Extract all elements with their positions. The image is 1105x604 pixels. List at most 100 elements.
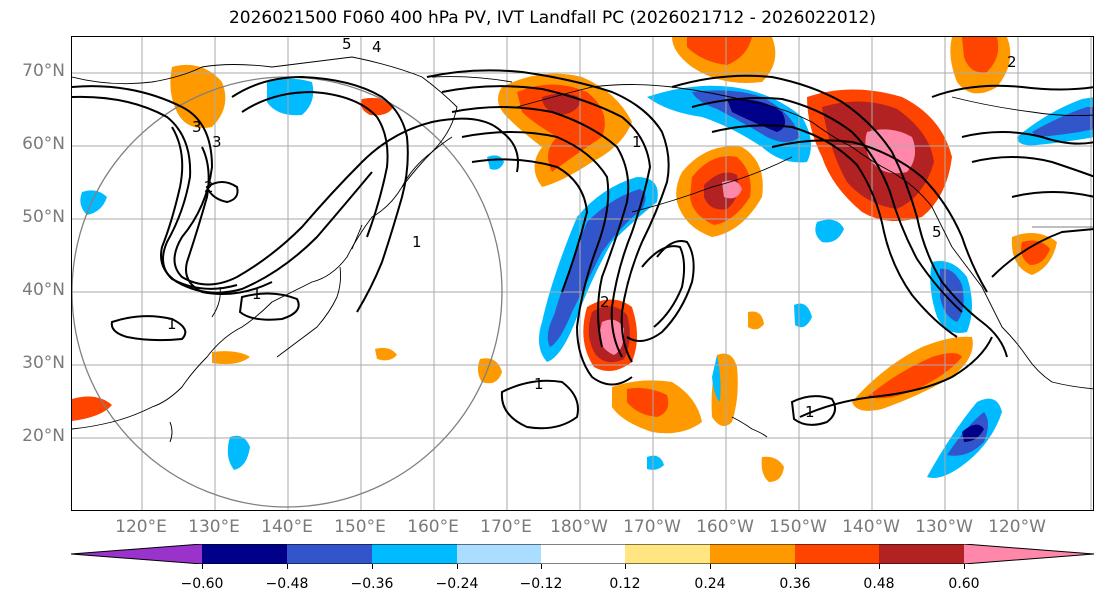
- pv-anomaly-fills: [72, 37, 1093, 482]
- colorbar-bin: [879, 544, 964, 564]
- pv-fill: [815, 219, 844, 243]
- contour-line: [461, 131, 633, 386]
- contour-line: [441, 85, 652, 358]
- pv-fill: [647, 455, 664, 470]
- lon-label-140e: 140°E: [261, 517, 313, 537]
- map-panel[interactable]: 1 1 1 1 1 1 2 2 2 3 3 4 5 5: [71, 36, 1094, 511]
- pv-fill: [547, 189, 646, 347]
- pv-fill: [962, 37, 999, 73]
- colorbar-tick-label: −0.12: [519, 576, 563, 592]
- pv-fill: [542, 93, 582, 115]
- colorbar-bin: [710, 544, 795, 564]
- contour-line: [160, 126, 373, 294]
- lat-label-50n: 50°N: [22, 207, 65, 227]
- contour-label: 3: [192, 118, 202, 136]
- contour-label: 5: [932, 223, 942, 241]
- lon-label-130e: 130°E: [188, 517, 240, 537]
- coastline-hawaii: [731, 416, 768, 438]
- coastline-top: [431, 76, 1093, 117]
- contour-line: [991, 228, 1093, 278]
- pv-contours: [72, 69, 1093, 430]
- contour-label: 1: [534, 375, 544, 393]
- colorbar-bin: [202, 544, 287, 564]
- pv-fill: [1032, 107, 1093, 137]
- contour-label: 2: [600, 293, 610, 311]
- colorbar-tick-label: −0.48: [265, 576, 309, 592]
- contour-line: [238, 292, 300, 321]
- lon-label-160e: 160°E: [407, 517, 459, 537]
- map-canvas: 1 1 1 1 1 1 2 2 2 3 3 4 5 5: [72, 37, 1093, 510]
- contour-line: [205, 181, 239, 204]
- colorbar-extend-low: [71, 544, 202, 564]
- coastline-japan: [276, 224, 363, 358]
- contour-line: [771, 139, 988, 293]
- pv-fill: [712, 355, 721, 402]
- lon-label-180w: 180°W: [550, 517, 608, 537]
- contour-label: 5: [342, 37, 352, 53]
- contour-line: [500, 379, 579, 430]
- coastline-north-america: [951, 246, 1093, 390]
- colorbar-tick-label: −0.60: [180, 576, 224, 592]
- contour-line: [790, 395, 837, 426]
- colorbar-tick-label: 0.12: [609, 576, 641, 592]
- colorbar-tick-label: 0.60: [948, 576, 980, 592]
- colorbar-bin: [287, 544, 372, 564]
- pv-fill: [80, 190, 107, 215]
- colorbar-tick-label: −0.36: [350, 576, 394, 592]
- colorbar-tickmark: [541, 564, 542, 569]
- lon-label-170w: 170°W: [623, 517, 681, 537]
- lat-label-40n: 40°N: [22, 280, 65, 300]
- pv-fill: [212, 351, 250, 365]
- colorbar-tick-label: 0.48: [863, 576, 895, 592]
- contour-line: [231, 75, 409, 313]
- pv-fill: [267, 78, 314, 116]
- lat-label-70n: 70°N: [22, 61, 65, 81]
- colorbar-tickmark: [457, 564, 458, 569]
- contour-label: 1: [632, 133, 642, 151]
- lon-label-140w: 140°W: [842, 517, 900, 537]
- contour-line: [711, 124, 958, 338]
- colorbar-tickmark: [879, 564, 880, 569]
- colorbar-tickmark: [795, 564, 796, 569]
- pv-fill: [727, 98, 786, 132]
- colorbar-tickmark: [625, 564, 626, 569]
- colorbar-bin: [625, 544, 710, 564]
- contour-label: 2: [1007, 53, 1017, 71]
- pv-fill: [1021, 240, 1050, 265]
- contour-line: [471, 158, 589, 293]
- coastlines: [72, 56, 1093, 443]
- coastline-taiwan: [169, 421, 173, 443]
- contour-label-group: 1 1 1 1 1 1 2 2 2 3 3 4 5 5: [167, 37, 1017, 421]
- lon-label-150e: 150°E: [334, 517, 386, 537]
- lon-label-130w: 130°W: [915, 517, 973, 537]
- lon-label-170e: 170°E: [480, 517, 532, 537]
- contour-line: [185, 146, 273, 295]
- colorbar-extend-high: [964, 544, 1094, 564]
- pv-fill: [867, 353, 962, 399]
- colorbar-tick-label: −0.24: [435, 576, 479, 592]
- colorbar-bin: [372, 544, 457, 564]
- pv-fill: [627, 387, 669, 417]
- pv-fill: [748, 311, 764, 330]
- colorbar-tickmark: [710, 564, 711, 569]
- colorbar-bin: [795, 544, 879, 564]
- contour-line: [641, 245, 686, 328]
- contour-label: 1: [252, 285, 262, 303]
- lon-label-160w: 160°W: [696, 517, 754, 537]
- lat-label-30n: 30°N: [22, 353, 65, 373]
- pv-fill: [722, 180, 742, 199]
- pv-fill: [794, 303, 812, 328]
- coastline-asia: [72, 56, 458, 430]
- colorbar-tick-label: 0.36: [779, 576, 811, 592]
- colorbar-tickmark: [372, 564, 373, 569]
- colorbar: [71, 544, 1094, 564]
- colorbar-tickmark: [202, 564, 203, 569]
- coastline-alaska: [516, 84, 953, 248]
- lon-label-150w: 150°W: [769, 517, 827, 537]
- contour-label: 3: [212, 133, 222, 151]
- colorbar-tickmark: [964, 564, 965, 569]
- contour-line: [691, 97, 963, 313]
- lat-label-60n: 60°N: [22, 134, 65, 154]
- lon-label-120e: 120°E: [115, 517, 167, 537]
- contour-line: [961, 131, 1093, 145]
